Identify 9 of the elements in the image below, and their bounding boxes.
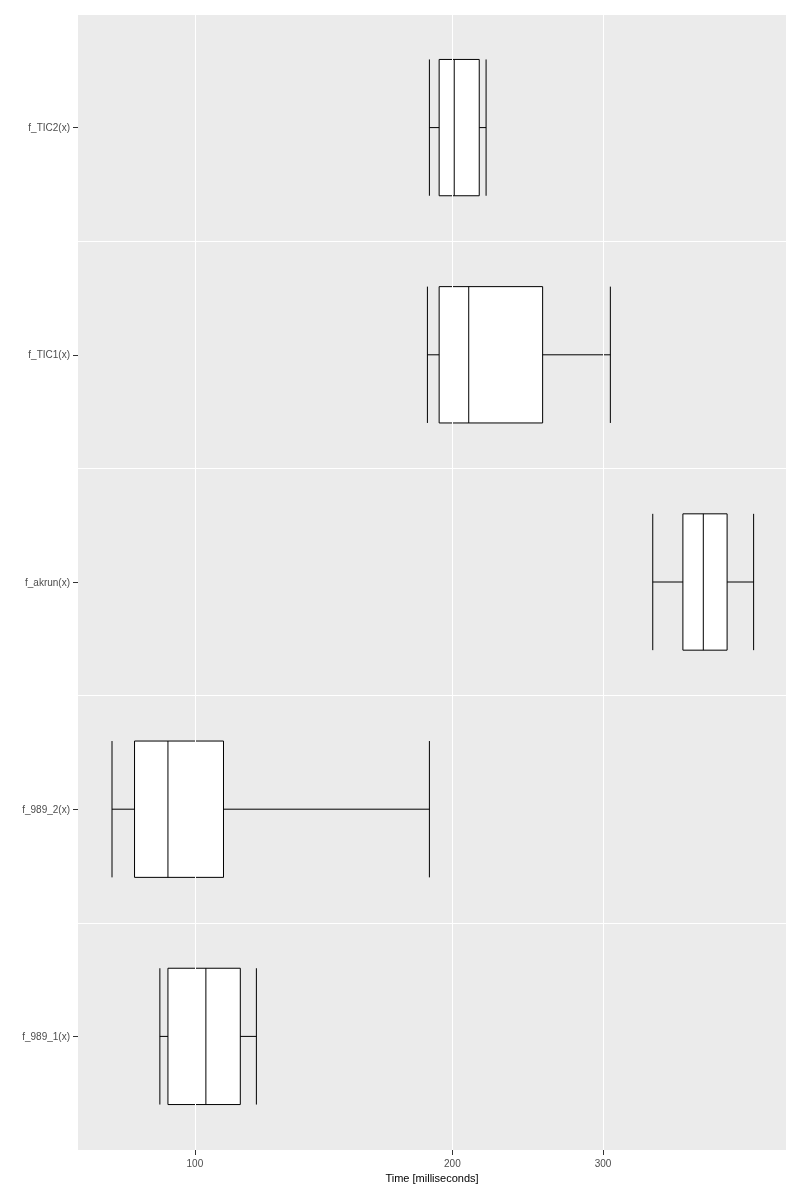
- y-tick-label: f_TIC2(x): [28, 122, 70, 134]
- x-tick-label: 100: [186, 1157, 204, 1169]
- y-tick-label: f_989_1(x): [22, 1030, 70, 1042]
- x-axis-title: Time [milliseconds]: [385, 1172, 479, 1185]
- x-tick-label: 300: [594, 1157, 612, 1169]
- y-tick-label: f_989_2(x): [22, 803, 70, 815]
- x-tick-label: 200: [444, 1157, 462, 1169]
- y-tick-label: f_akrun(x): [24, 576, 70, 588]
- y-tick-label: f_TIC1(x): [28, 349, 70, 361]
